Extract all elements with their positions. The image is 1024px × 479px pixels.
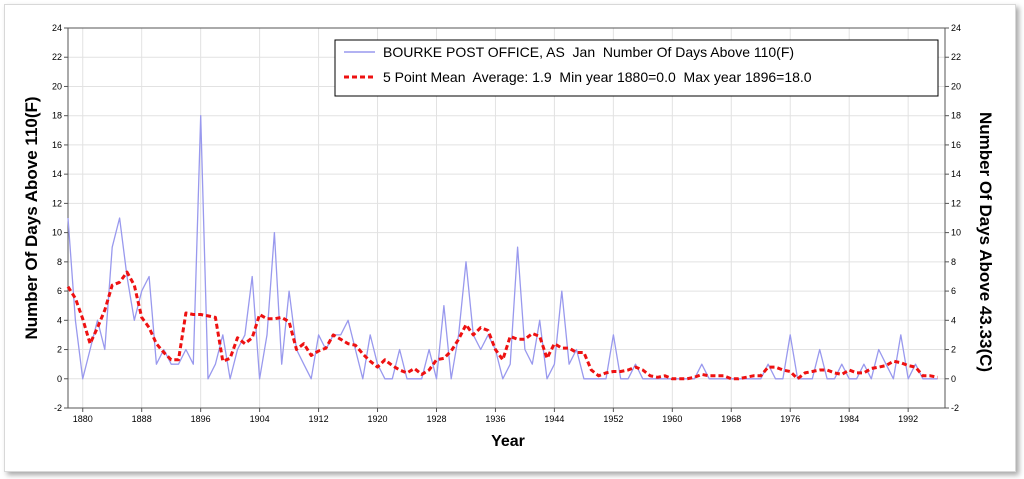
legend-entry-5-point-mean: 5 Point Mean Average: 1.9 Min year 1880=… bbox=[383, 69, 812, 85]
x-axis-ticks: 1880 1888 1896 1904 1912 1920 1928 1936 1944 1952… bbox=[73, 408, 918, 424]
series-layer bbox=[66, 115, 938, 381]
y-tick-label-right: -2 bbox=[951, 403, 959, 413]
series-line-5-point-mean bbox=[66, 270, 938, 381]
x-tick-label: 1960 bbox=[662, 414, 682, 424]
y-axis-label-right: Number Of Days Above 43.33(C) bbox=[976, 112, 995, 372]
x-tick-label: 1896 bbox=[191, 414, 211, 424]
x-tick-label: 1928 bbox=[426, 414, 446, 424]
y-axis-label-left: Number Of Days Above 110(F) bbox=[22, 96, 41, 339]
x-tick-label: 1992 bbox=[898, 414, 918, 424]
x-tick-label: 1880 bbox=[73, 414, 93, 424]
y-tick-label-right: 22 bbox=[951, 52, 961, 62]
y-tick-label-right: 4 bbox=[951, 315, 956, 325]
y-tick-label-right: 20 bbox=[951, 81, 961, 91]
y-tick-label-left: 22 bbox=[52, 52, 62, 62]
y-tick-label-left: -2 bbox=[54, 403, 62, 413]
y-tick-label-right: 0 bbox=[951, 374, 956, 384]
y-tick-label-left: 14 bbox=[52, 169, 62, 179]
x-axis-label: Year bbox=[491, 433, 525, 450]
y-tick-label-left: 4 bbox=[57, 315, 62, 325]
y-tick-label-right: 8 bbox=[951, 257, 956, 267]
x-tick-label: 1936 bbox=[485, 414, 505, 424]
y-tick-label-left: 0 bbox=[57, 374, 62, 384]
y-tick-label-right: 6 bbox=[951, 286, 956, 296]
x-tick-label: 1912 bbox=[309, 414, 329, 424]
y-tick-label-left: 6 bbox=[57, 286, 62, 296]
y-tick-label-left: 20 bbox=[52, 81, 62, 91]
x-tick-label: 1984 bbox=[839, 414, 859, 424]
legend-box bbox=[334, 39, 939, 97]
x-tick-label: 1888 bbox=[132, 414, 152, 424]
series-line-observed bbox=[67, 115, 938, 380]
x-tick-label: 1976 bbox=[780, 414, 800, 424]
y-tick-label-right: 18 bbox=[951, 111, 961, 121]
y-tick-label-right: 12 bbox=[951, 198, 961, 208]
y-tick-label-left: 18 bbox=[52, 111, 62, 121]
y-tick-label-left: 8 bbox=[57, 257, 62, 267]
legend-entry-observed: BOURKE POST OFFICE, AS Jan Number Of Day… bbox=[383, 44, 794, 60]
x-tick-label: 1904 bbox=[250, 414, 270, 424]
x-tick-label: 1952 bbox=[603, 414, 623, 424]
legend: BOURKE POST OFFICE, AS Jan Number Of Day… bbox=[334, 39, 939, 97]
y-tick-label-right: 14 bbox=[951, 169, 961, 179]
chart-frame: -2 0 2 4 6 8 10 12 14 16 18 20 22 24 -2 0 2 4 6 8 10 12 14 16 1… bbox=[4, 4, 1016, 472]
x-tick-label: 1944 bbox=[544, 414, 564, 424]
y-tick-label-left: 16 bbox=[52, 140, 62, 150]
x-tick-label: 1968 bbox=[721, 414, 741, 424]
x-tick-label: 1920 bbox=[368, 414, 388, 424]
y-tick-label-right: 2 bbox=[951, 345, 956, 355]
y-tick-label-left: 24 bbox=[52, 23, 62, 33]
y-tick-label-right: 24 bbox=[951, 23, 961, 33]
y-tick-label-right: 10 bbox=[951, 228, 961, 238]
y-tick-label-left: 10 bbox=[52, 228, 62, 238]
y-tick-label-left: 12 bbox=[52, 198, 62, 208]
y-tick-label-left: 2 bbox=[57, 345, 62, 355]
y-tick-label-right: 16 bbox=[951, 140, 961, 150]
